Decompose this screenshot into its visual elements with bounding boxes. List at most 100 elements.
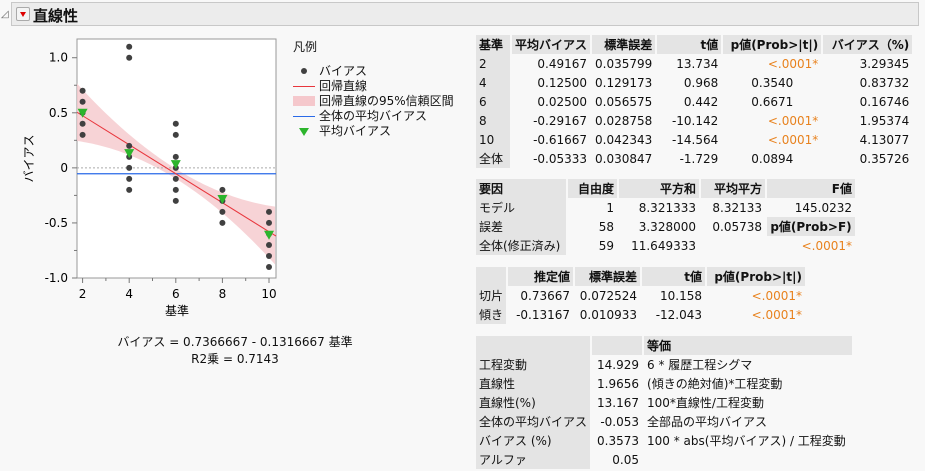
legend-item-bias[interactable]: バイアス — [293, 63, 454, 78]
legend-item-mean-bias[interactable]: 平均バイアス — [293, 123, 454, 138]
table-cell: モデル — [476, 198, 566, 217]
column-header: 平均バイアス — [512, 35, 591, 54]
data-point — [79, 87, 86, 94]
x-axis-label: 基準 — [165, 303, 189, 318]
table-cell: <.0001* — [767, 113, 819, 128]
column-header: 基準 — [476, 35, 510, 54]
table-cell: 直線性 — [476, 374, 591, 393]
table-cell: 0.83732 — [859, 75, 910, 90]
table-cell: バイアス (%) — [476, 431, 591, 450]
column-header — [476, 267, 507, 286]
table-cell: 145.0232 — [794, 200, 852, 215]
table-cell: p値(Prob>F) — [767, 217, 855, 236]
table-cell: -12.043 — [655, 307, 703, 322]
data-point — [266, 208, 273, 215]
table-cell: 全体(修正済み) — [476, 236, 566, 255]
parameter-table: 推定値 標準誤差 t値 p値(Prob>|t|) 切片 0.73667 0.072524 10… — [474, 267, 807, 324]
table-cell: -10.142 — [671, 113, 719, 128]
data-point — [219, 208, 226, 215]
regression-equation: バイアス = 0.7366667 - 0.1316667 基準 — [117, 335, 353, 349]
column-header: F値 — [767, 179, 855, 198]
data-point — [219, 186, 226, 193]
data-point — [79, 120, 86, 127]
table-cell: -14.564 — [671, 132, 719, 147]
table-cell: 8 — [476, 111, 510, 130]
y-tick-label: 0 — [60, 161, 68, 175]
data-point — [172, 197, 179, 204]
y-tick-label: -0.5 — [45, 216, 68, 230]
data-point — [266, 219, 273, 226]
table-cell — [644, 450, 852, 469]
table-cell: -0.29167 — [533, 113, 588, 128]
mean-bias-marker — [170, 160, 181, 170]
data-point — [126, 142, 133, 149]
table-cell: アルファ — [476, 450, 591, 469]
collapse-triangle-icon[interactable]: ◿ — [1, 9, 9, 20]
legend-item-overall-mean[interactable]: 全体の平均バイアス — [293, 108, 454, 123]
table-cell: 1.9656 — [597, 376, 640, 391]
x-tick-label: 8 — [219, 287, 227, 301]
header-row: 基準 平均バイアス 標準誤差 t値 p値(Prob>|t|) バイアス（%) — [476, 35, 913, 54]
table-cell: 1 — [606, 200, 614, 215]
x-tick-label: 4 — [125, 287, 133, 301]
table-cell: -0.13167 — [516, 307, 571, 322]
table-cell: <.0001* — [751, 307, 803, 322]
table-cell — [701, 236, 765, 255]
table-row: 2 0.49167 0.035799 13.734 <.0001* 3.29345 — [476, 54, 912, 73]
table-cell: -1.729 — [679, 151, 719, 166]
x-tick-label: 2 — [79, 287, 87, 301]
bias-table: 基準 平均バイアス 標準誤差 t値 p値(Prob>|t|) バイアス（%) 2 0.4916… — [474, 35, 914, 168]
legend: 凡例 バイアス 回帰直線 回帰直線の95%信頼区間 全体の平均バイアス 平均バイ… — [293, 38, 454, 138]
data-point — [172, 153, 179, 160]
column-header — [476, 336, 591, 355]
table-cell: 0.056575 — [595, 94, 653, 109]
red-triangle-menu-icon[interactable] — [16, 7, 30, 21]
data-point — [172, 186, 179, 193]
table-cell: 0.010933 — [579, 307, 638, 322]
data-point — [126, 54, 133, 61]
table-cell: 直線性(%) — [476, 393, 591, 412]
table-cell: <.0001* — [767, 56, 819, 71]
column-header: 推定値 — [508, 267, 574, 286]
data-point — [172, 131, 179, 138]
column-header: p値(Prob>|t|) — [707, 267, 806, 286]
table-cell: 1.95374 — [859, 113, 910, 128]
table-cell: 0.072524 — [579, 288, 638, 303]
table-cell: <.0001* — [751, 288, 803, 303]
column-header: 標準誤差 — [592, 35, 656, 54]
legend-item-regression[interactable]: 回帰直線 — [293, 78, 454, 93]
triangle-down-icon — [293, 126, 315, 136]
table-cell: 0.49167 — [537, 56, 588, 71]
column-header: 標準誤差 — [575, 267, 641, 286]
table-cell: 3.29345 — [859, 56, 910, 71]
column-header: t値 — [642, 267, 706, 286]
regression-line — [76, 111, 277, 237]
table-cell: 13.167 — [597, 395, 640, 410]
table-cell: 8.321333 — [638, 200, 696, 215]
column-header: 平方和 — [619, 179, 699, 198]
column-header: 要因 — [476, 179, 566, 198]
header-row: 要因 自由度 平方和 平均平方 F値 — [476, 179, 855, 198]
report-header: 直線性 — [11, 2, 919, 26]
table-cell: 2 — [476, 54, 510, 73]
table-cell: 10.158 — [660, 288, 703, 303]
table-cell: 6 * 履歴工程シグマ — [647, 358, 753, 372]
column-header: バイアス（%) — [823, 35, 913, 54]
table-cell: 100 * abs(平均バイアス) / 工程変動 — [647, 434, 846, 448]
column-header: t値 — [657, 35, 722, 54]
table-row: 全体 -0.05333 0.030847 -1.729 0.0894 0.35726 — [476, 149, 912, 168]
red-line-icon — [293, 81, 315, 91]
table-cell: 0.442 — [683, 94, 719, 109]
table-cell: 4.13077 — [859, 132, 910, 147]
table-row: 傾き -0.13167 0.010933 -12.043 <.0001* — [476, 305, 805, 324]
table-row: 10 -0.61667 0.042343 -14.564 <.0001* 4.13077 — [476, 130, 912, 149]
table-cell: -0.053 — [600, 414, 640, 429]
data-point — [172, 120, 179, 127]
table-cell: 0.6671 — [751, 94, 794, 109]
table-cell: 全部品の平均バイアス — [647, 415, 768, 429]
table-cell: -0.61667 — [533, 132, 588, 147]
legend-item-band[interactable]: 回帰直線の95%信頼区間 — [293, 93, 454, 108]
data-point — [126, 164, 133, 171]
data-point — [172, 175, 179, 182]
data-point — [266, 252, 273, 259]
